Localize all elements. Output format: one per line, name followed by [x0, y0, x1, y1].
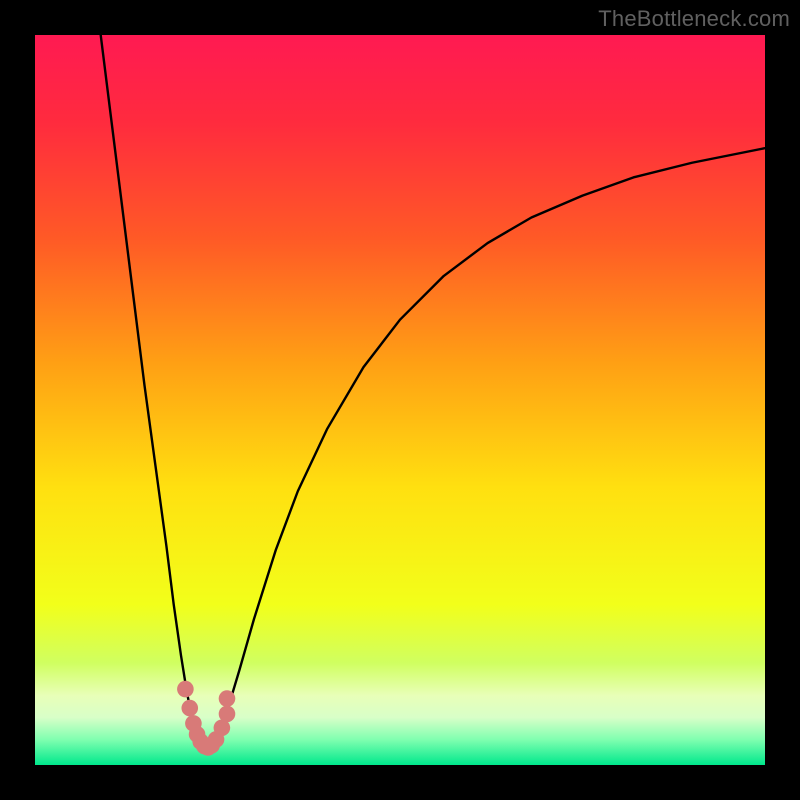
marker-dot	[219, 706, 236, 723]
bottleneck-chart	[35, 35, 765, 765]
chart-background	[35, 35, 765, 765]
marker-dot	[177, 681, 194, 698]
marker-dot	[219, 690, 236, 707]
watermark-text: TheBottleneck.com	[598, 6, 790, 32]
marker-dot	[181, 700, 198, 717]
